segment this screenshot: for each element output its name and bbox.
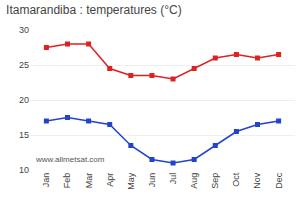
svg-text:Jan: Jan [41, 173, 51, 188]
svg-text:30: 30 [19, 25, 29, 35]
svg-text:Apr: Apr [105, 173, 115, 187]
svg-text:Dec: Dec [274, 172, 284, 189]
svg-text:10: 10 [19, 165, 29, 175]
svg-text:20: 20 [19, 95, 29, 105]
svg-text:May: May [126, 172, 136, 190]
svg-text:Itamarandiba : temperatures (°: Itamarandiba : temperatures (°C) [6, 3, 182, 17]
svg-text:Aug: Aug [189, 173, 199, 189]
svg-text:Oct: Oct [231, 172, 241, 187]
svg-text:25: 25 [19, 60, 29, 70]
svg-text:15: 15 [19, 130, 29, 140]
svg-text:www.allmetsat.com: www.allmetsat.com [35, 155, 105, 164]
svg-text:Nov: Nov [252, 172, 262, 189]
svg-text:Jul: Jul [168, 173, 178, 185]
svg-text:Feb: Feb [62, 173, 72, 189]
svg-text:Jun: Jun [147, 173, 157, 188]
svg-text:Mar: Mar [84, 173, 94, 189]
svg-text:Sep: Sep [210, 173, 220, 189]
